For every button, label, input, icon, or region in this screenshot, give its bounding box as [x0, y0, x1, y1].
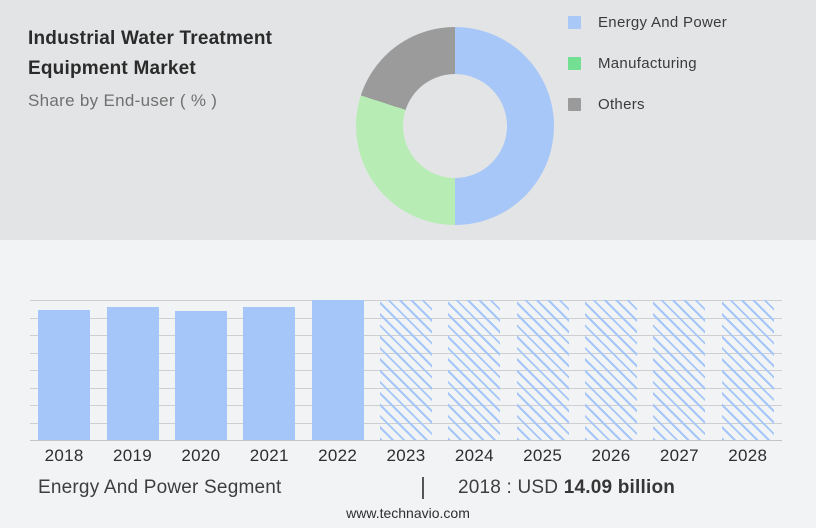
legend-item: Others [568, 95, 727, 113]
bar-slot [714, 300, 782, 440]
page-subtitle: Share by End-user ( % ) [28, 91, 218, 110]
legend-swatch [568, 97, 581, 111]
bar-forecast [721, 300, 774, 440]
legend-item: Manufacturing [568, 54, 727, 72]
bar-chart-plot [30, 300, 782, 441]
bar-historical [38, 309, 91, 440]
x-axis-tick-label: 2022 [318, 446, 358, 465]
legend-item: Energy And Power [568, 13, 728, 31]
x-axis-tick-label: 2025 [523, 446, 563, 465]
bar-slot [509, 300, 577, 440]
legend-swatch [568, 56, 581, 70]
footer: Energy And Power Segment | 2018 : USD 14… [0, 470, 816, 528]
bar-slot [577, 300, 645, 440]
bar-historical [174, 311, 227, 440]
segment-label: Energy And Power Segment [38, 477, 282, 498]
bar-slot [98, 300, 166, 440]
bar-forecast [653, 300, 706, 440]
x-axis-labels: 2018 2019 2020 2021 2022 2023 2024 2025 2026 2027… [30, 446, 782, 470]
page-title: Industrial Water Treatment Equipment Mar… [28, 28, 273, 79]
bar-chart-section: 2018 2019 2020 2021 2022 2023 2024 2025 2026 2027… [0, 240, 816, 470]
legend: Energy And Power Manufacturing Others [568, 14, 727, 137]
legend-label: Others [598, 95, 645, 113]
bar-slot [167, 300, 235, 440]
segment-value-prefix: 2018 : USD [458, 477, 564, 498]
bar-forecast [585, 300, 638, 440]
bar-slot [372, 300, 440, 440]
bar-historical [106, 307, 159, 440]
legend-label: Energy And Power [598, 13, 728, 31]
x-axis-tick-label: 2021 [249, 446, 289, 465]
bar-slot [440, 300, 508, 440]
bar-forecast [448, 300, 501, 440]
bars-container [30, 300, 782, 440]
x-axis-tick-label: 2020 [181, 446, 221, 465]
x-axis-line [30, 440, 782, 441]
x-axis-tick-label: 2023 [386, 446, 426, 465]
title-block: Industrial Water Treatment Equipment Mar… [28, 24, 328, 111]
x-axis-tick-label: 2024 [454, 446, 494, 465]
bar-slot [235, 300, 303, 440]
website-url: www.technavio.com [346, 505, 470, 521]
bar-forecast [379, 300, 432, 440]
x-axis-tick-label: 2019 [113, 446, 153, 465]
segment-value: 2018 : USD 14.09 billion [458, 477, 675, 499]
segment-value-amount: 14.09 billion [563, 477, 676, 498]
x-axis-tick-label: 2026 [591, 446, 631, 465]
x-axis-tick-label: 2028 [728, 446, 768, 465]
x-axis-tick-label: 2018 [44, 446, 84, 465]
bar-historical [311, 300, 364, 440]
donut-section: Industrial Water Treatment Equipment Mar… [0, 0, 816, 240]
donut-hole [403, 74, 507, 178]
legend-swatch [568, 15, 581, 29]
legend-label: Manufacturing [598, 54, 697, 72]
bar-slot [303, 300, 371, 440]
footer-separator: | [420, 473, 426, 499]
donut-chart [356, 27, 554, 225]
x-axis-tick-label: 2027 [659, 446, 699, 465]
bar-historical [243, 307, 296, 440]
bar-slot [30, 300, 98, 440]
bar-forecast [516, 300, 569, 440]
bar-slot [645, 300, 713, 440]
